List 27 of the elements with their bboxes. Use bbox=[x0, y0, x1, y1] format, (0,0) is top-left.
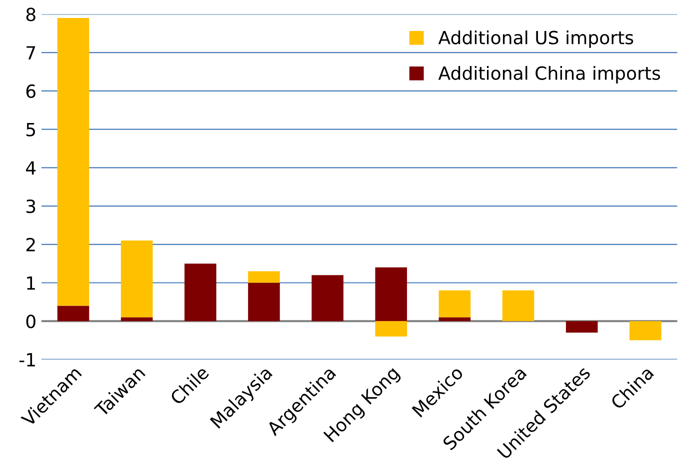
bar bbox=[375, 267, 407, 322]
y-tick-label: -1 bbox=[19, 353, 35, 366]
bar bbox=[630, 321, 662, 340]
y-tick-label: 4 bbox=[26, 161, 36, 175]
y-tick-label: 8 bbox=[26, 8, 36, 22]
bar bbox=[438, 290, 471, 318]
bar bbox=[57, 18, 90, 306]
bar bbox=[184, 264, 216, 322]
y-tick-label: 3 bbox=[26, 199, 36, 214]
bar bbox=[248, 282, 280, 322]
bar bbox=[502, 290, 534, 322]
bar bbox=[57, 306, 90, 322]
y-tick-label: 5 bbox=[26, 122, 36, 136]
bar bbox=[120, 317, 153, 322]
bar bbox=[312, 275, 344, 322]
bar bbox=[438, 317, 471, 322]
legend-label: Additional US imports bbox=[438, 30, 634, 48]
bar bbox=[566, 321, 598, 333]
bar bbox=[120, 240, 153, 318]
bar bbox=[375, 321, 407, 336]
legend-label: Additional China imports bbox=[438, 66, 660, 84]
y-tick-label: 0 bbox=[26, 314, 36, 328]
y-tick-label: 2 bbox=[26, 238, 35, 252]
bar bbox=[248, 271, 280, 283]
y-tick-label: 6 bbox=[26, 84, 36, 98]
y-tick-label: 1 bbox=[27, 276, 35, 290]
y-tick-label: 7 bbox=[26, 46, 36, 60]
